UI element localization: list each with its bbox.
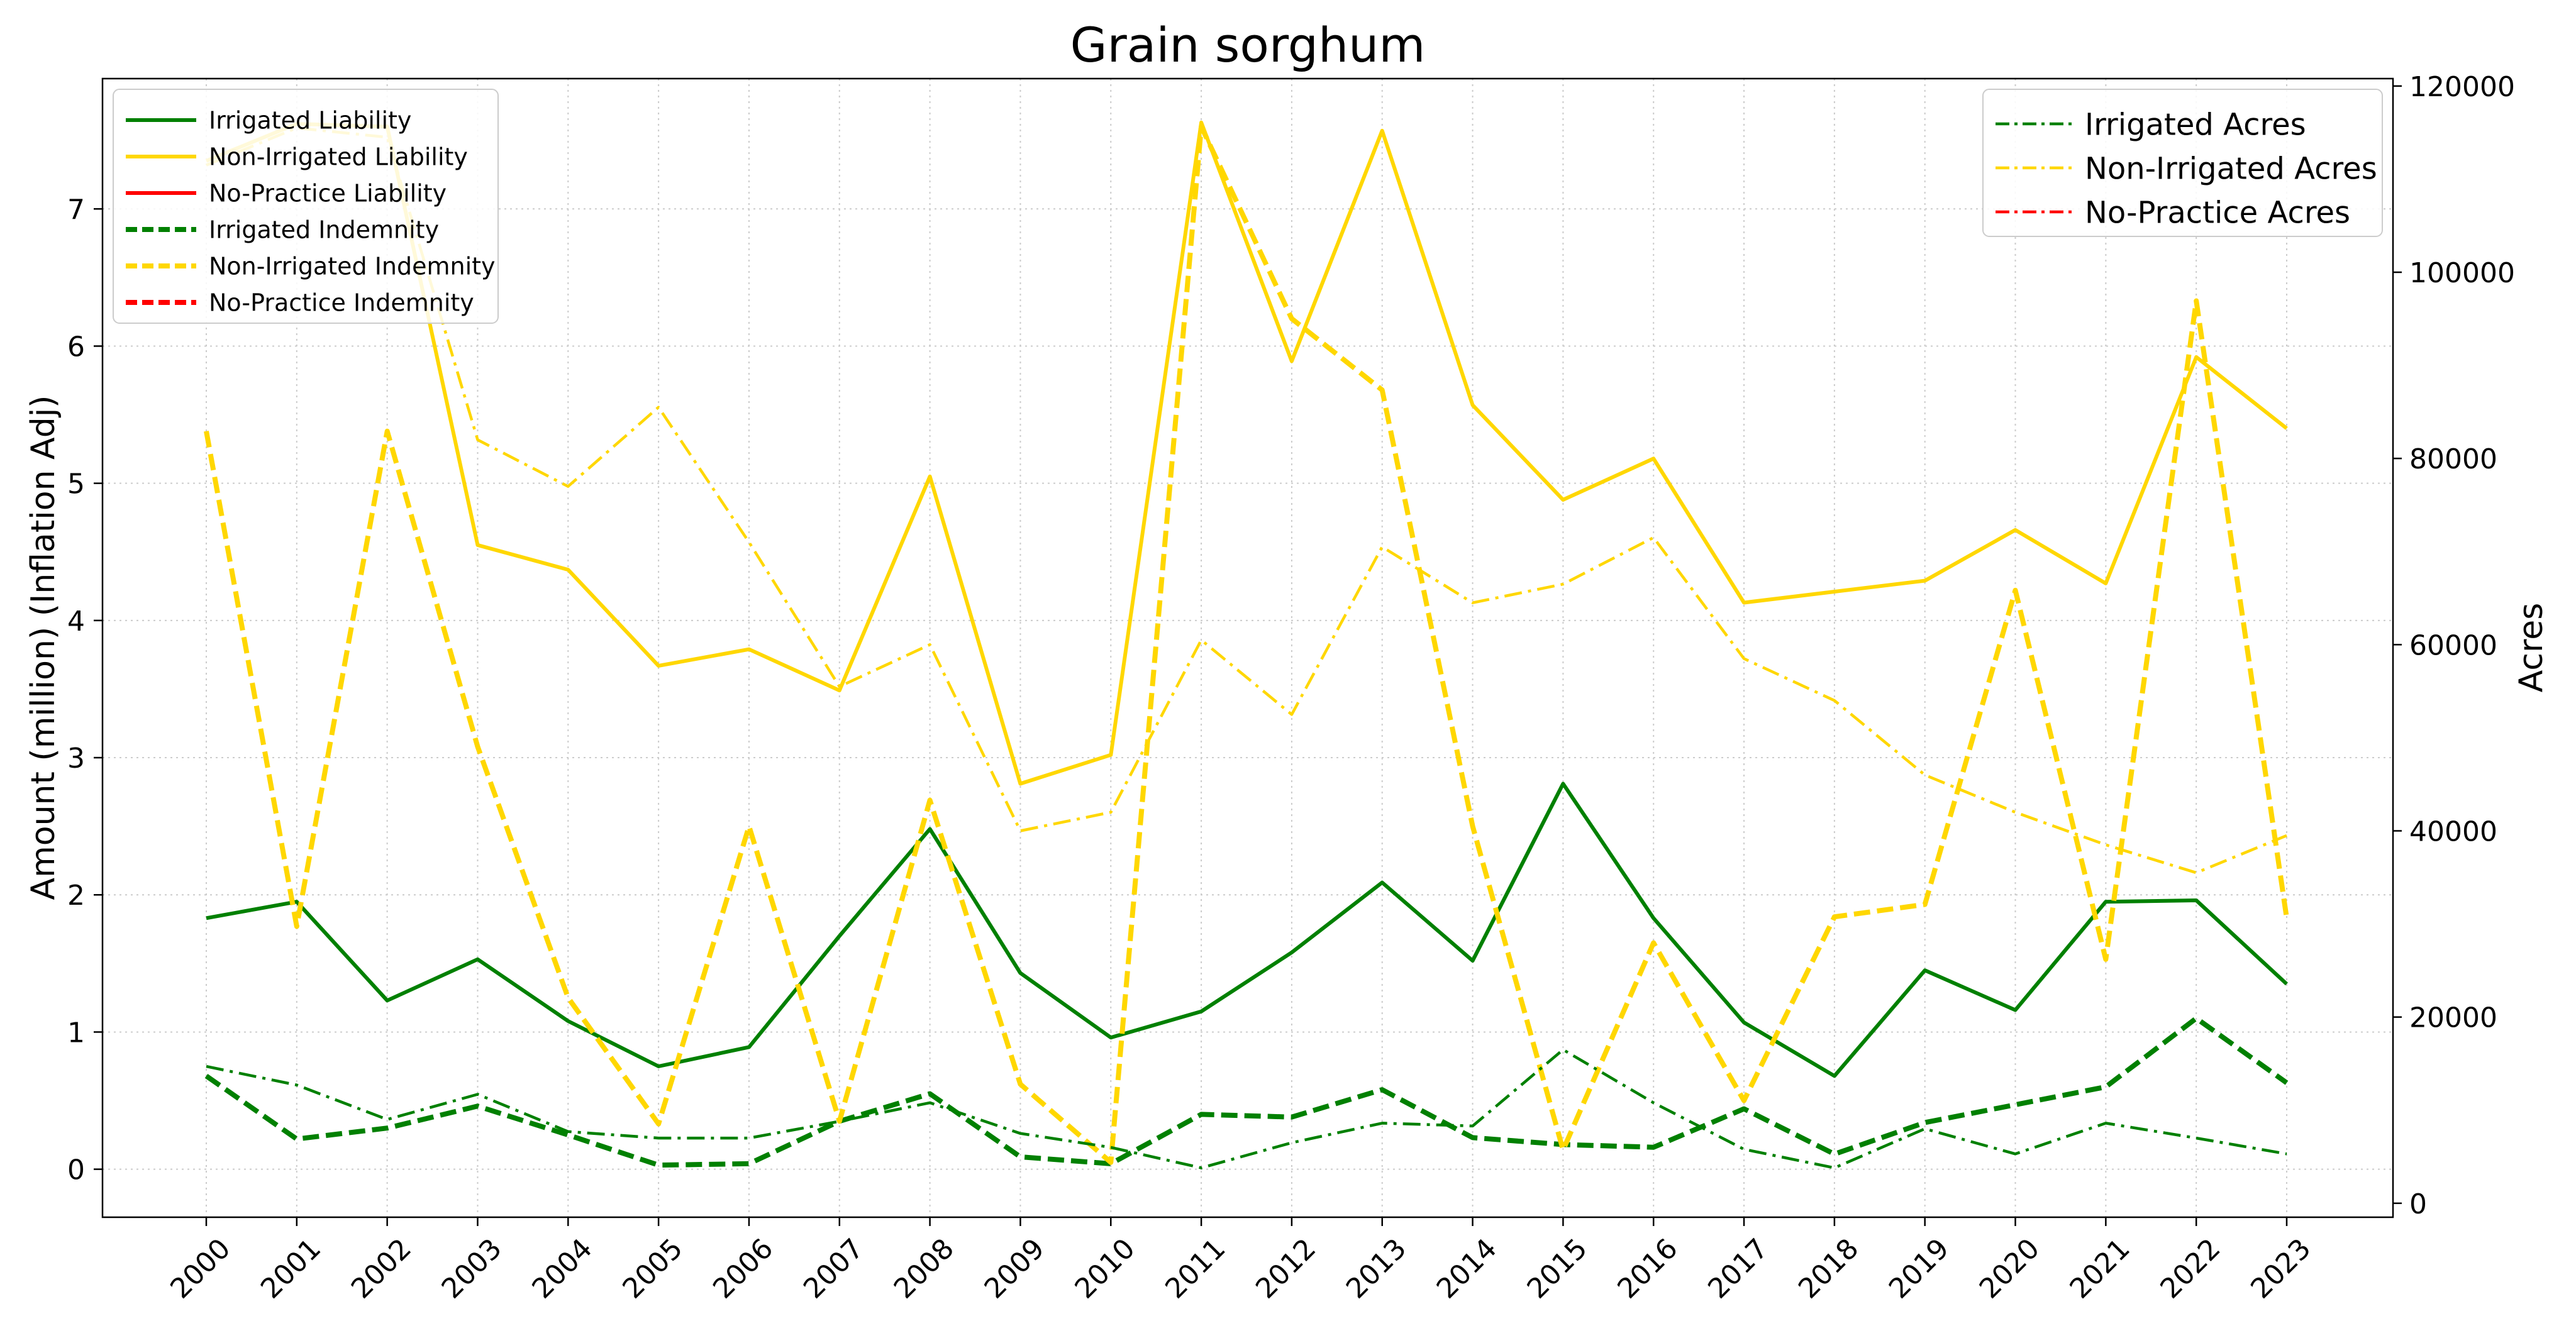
x-tick-label: 2008: [888, 1232, 960, 1305]
series-line-irrigated-acres: [206, 1048, 2287, 1169]
legend-box: [1982, 89, 2383, 237]
y2-tick-label: 60000: [2409, 629, 2497, 661]
x-tick-label: 2007: [797, 1232, 870, 1305]
y2-axis-label: Acres: [2512, 603, 2550, 693]
series-layer: [204, 120, 2289, 1169]
series-line-irrigated-indemnity: [204, 1015, 2289, 1168]
y-tick-label: 6: [67, 331, 85, 363]
legend-right: Irrigated Acres Non-Irrigated Acres No-Pra…: [1982, 89, 2383, 237]
y2-tick-label: 40000: [2409, 815, 2497, 848]
series-line-irrigated-liability: [206, 782, 2289, 1078]
x-tick-label: 2015: [1521, 1232, 1594, 1305]
chart-title: Grain sorghum: [1070, 17, 1426, 73]
plot-frame: [101, 77, 2394, 1218]
series-line-non-irrigated-liability: [205, 120, 2288, 786]
y-tick-label: 4: [67, 605, 85, 638]
x-tick-label: 2018: [1792, 1232, 1865, 1305]
legend-label: Irrigated Liability: [209, 107, 411, 135]
x-tick-label: 2009: [979, 1232, 1051, 1305]
x-tick-label: 2010: [1069, 1232, 1141, 1305]
x-tick-label: 2006: [707, 1232, 779, 1305]
y-tick-label: 2: [67, 880, 85, 912]
legend-label: Non-Irrigated Acres: [2085, 151, 2377, 186]
series-line-non-irrigated-acres: [206, 126, 2287, 875]
x-tick-label: 2017: [1702, 1232, 1774, 1305]
y2-tick-label: 20000: [2409, 1002, 2497, 1034]
y2-tick-label: 0: [2409, 1188, 2427, 1220]
legend-label: Irrigated Indemnity: [209, 216, 439, 244]
legend-label: No-Practice Liability: [209, 180, 447, 207]
legend-label: No-Practice Acres: [2085, 195, 2350, 230]
x-tick-label: 2012: [1250, 1232, 1322, 1305]
legend-label: No-Practice Indemnity: [209, 289, 474, 317]
x-tick-label: 2013: [1340, 1232, 1413, 1305]
x-tick-label: 2016: [1611, 1232, 1684, 1305]
x-tick-label: 2001: [255, 1232, 327, 1305]
x-tick-label: 2003: [436, 1232, 508, 1305]
legend-label: Non-Irrigated Liability: [209, 143, 468, 171]
x-tick-label: 2022: [2154, 1232, 2226, 1305]
y2-tick-label: 100000: [2409, 257, 2515, 289]
y-tick-label: 3: [67, 743, 85, 775]
y-tick-label: 0: [67, 1154, 85, 1186]
x-tick-label: 2011: [1159, 1232, 1231, 1305]
x-tick-label: 2005: [616, 1232, 689, 1305]
y2-tick-label: 120000: [2409, 71, 2515, 103]
x-tick-label: 2004: [526, 1232, 598, 1305]
x-tick-label: 2023: [2245, 1232, 2317, 1305]
legend-left: Irrigated Liability Non-Irrigated Liabili…: [113, 89, 499, 324]
x-tick-label: 2019: [1883, 1232, 1955, 1305]
legend-label: Non-Irrigated Indemnity: [209, 253, 496, 280]
legend-box: [113, 89, 499, 324]
legend-label: Irrigated Acres: [2085, 107, 2306, 142]
y-tick-label: 5: [67, 468, 85, 500]
x-tick-label: 2021: [2064, 1232, 2136, 1305]
y-tick-label: 7: [67, 194, 85, 226]
x-tick-label: 2020: [1974, 1232, 2046, 1305]
y2-tick-label: 80000: [2409, 443, 2497, 475]
x-tick-label: 2014: [1431, 1232, 1503, 1305]
x-tick-label: 2002: [345, 1232, 418, 1305]
x-tick-label: 2000: [164, 1232, 236, 1305]
y-axis-label: Amount (million) (Inflation Adj): [25, 395, 62, 900]
y-tick-label: 1: [67, 1017, 85, 1049]
series-line-non-irrigated-indemnity: [204, 124, 2289, 1165]
